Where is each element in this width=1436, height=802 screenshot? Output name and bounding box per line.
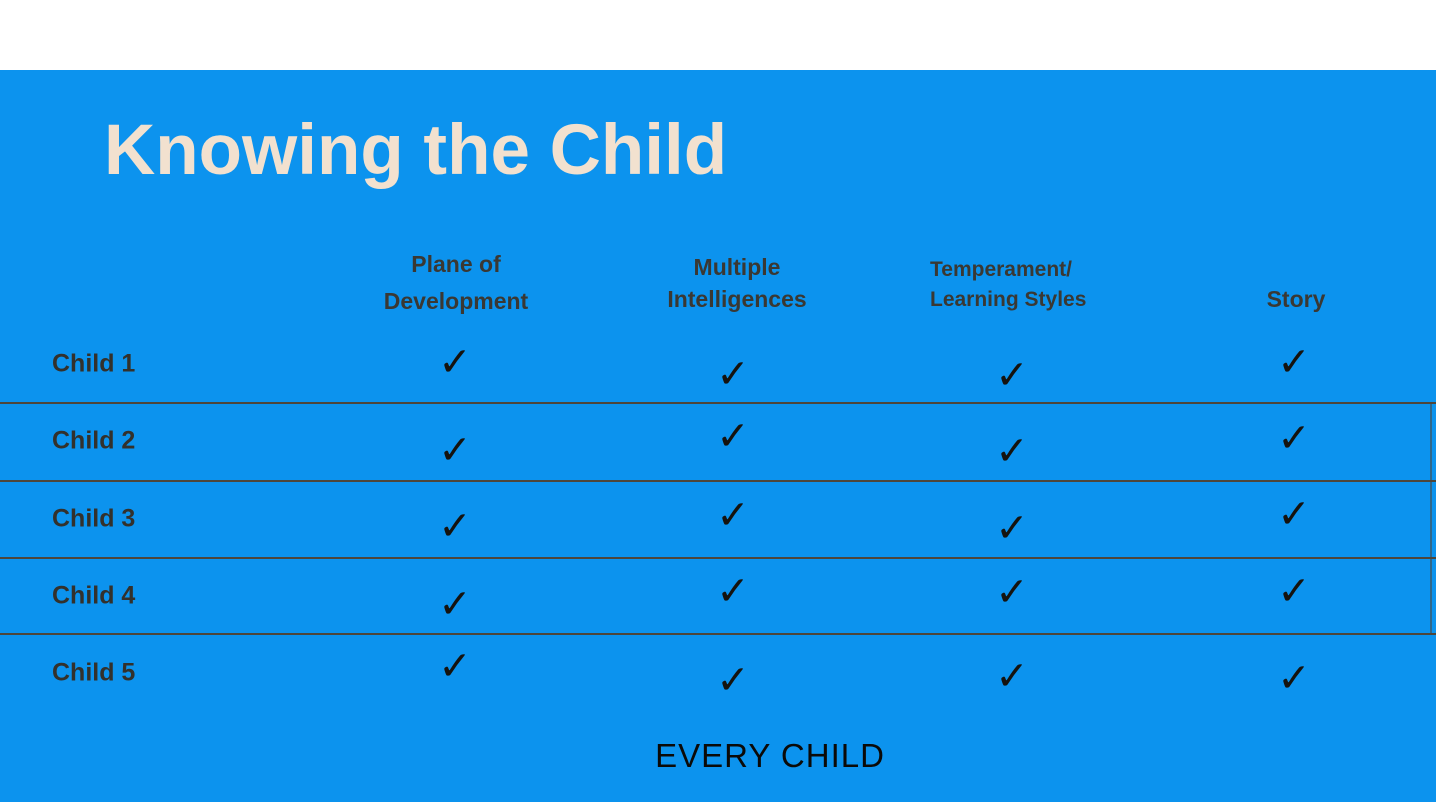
row-divider bbox=[0, 480, 1436, 482]
row-label: Child 5 bbox=[52, 658, 136, 687]
column-header-line: Plane of bbox=[411, 251, 501, 277]
checkmark-icon: ✓ bbox=[1277, 339, 1311, 386]
row-label: Child 1 bbox=[52, 349, 136, 378]
checkmark-icon: ✓ bbox=[716, 413, 750, 460]
column-header-line: Multiple bbox=[693, 254, 781, 280]
footer-text: EVERY CHILD bbox=[655, 737, 885, 774]
row-label: Child 4 bbox=[52, 581, 136, 610]
row-divider bbox=[0, 633, 1436, 635]
checkmark-icon: ✓ bbox=[995, 569, 1029, 616]
column-header-line: Learning Styles bbox=[930, 288, 1087, 311]
checkmark-icon: ✓ bbox=[716, 351, 750, 398]
checkmark-icon: ✓ bbox=[716, 568, 750, 615]
checkmark-icon: ✓ bbox=[716, 492, 750, 539]
checkmark-icon: ✓ bbox=[995, 352, 1029, 399]
checkmark-icon: ✓ bbox=[438, 427, 472, 474]
checkmark-icon: ✓ bbox=[995, 505, 1029, 552]
column-header: Story bbox=[1186, 287, 1406, 311]
page-title: Knowing the Child bbox=[104, 111, 728, 190]
checkmark-icon: ✓ bbox=[1277, 491, 1311, 538]
column-header-line: Story bbox=[1266, 286, 1326, 312]
column-header-line: Temperament/ bbox=[930, 258, 1072, 281]
row-divider bbox=[0, 557, 1436, 559]
checkmark-icon: ✓ bbox=[1277, 655, 1311, 702]
row-label: Child 3 bbox=[52, 504, 136, 533]
checkmark-icon: ✓ bbox=[1277, 415, 1311, 462]
column-header-line: Development bbox=[383, 288, 529, 314]
checkmark-icon: ✓ bbox=[1277, 568, 1311, 615]
row-label: Child 2 bbox=[52, 426, 136, 455]
checkmark-icon: ✓ bbox=[995, 428, 1029, 475]
row-divider bbox=[0, 402, 1436, 404]
checkmark-icon: ✓ bbox=[438, 503, 472, 550]
column-header: Temperament/Learning Styles bbox=[930, 255, 1150, 315]
blue-panel bbox=[0, 70, 1436, 802]
checkmark-icon: ✓ bbox=[438, 643, 472, 690]
checkmark-icon: ✓ bbox=[716, 657, 750, 704]
checkmark-icon: ✓ bbox=[995, 653, 1029, 700]
checkmark-icon: ✓ bbox=[438, 581, 472, 628]
column-header: Plane of Development bbox=[346, 246, 566, 320]
table-right-border bbox=[1430, 402, 1432, 635]
column-header: Multiple Intelligences bbox=[627, 251, 847, 315]
checkmark-icon: ✓ bbox=[438, 339, 472, 386]
column-header-line: Intelligences bbox=[667, 286, 807, 312]
